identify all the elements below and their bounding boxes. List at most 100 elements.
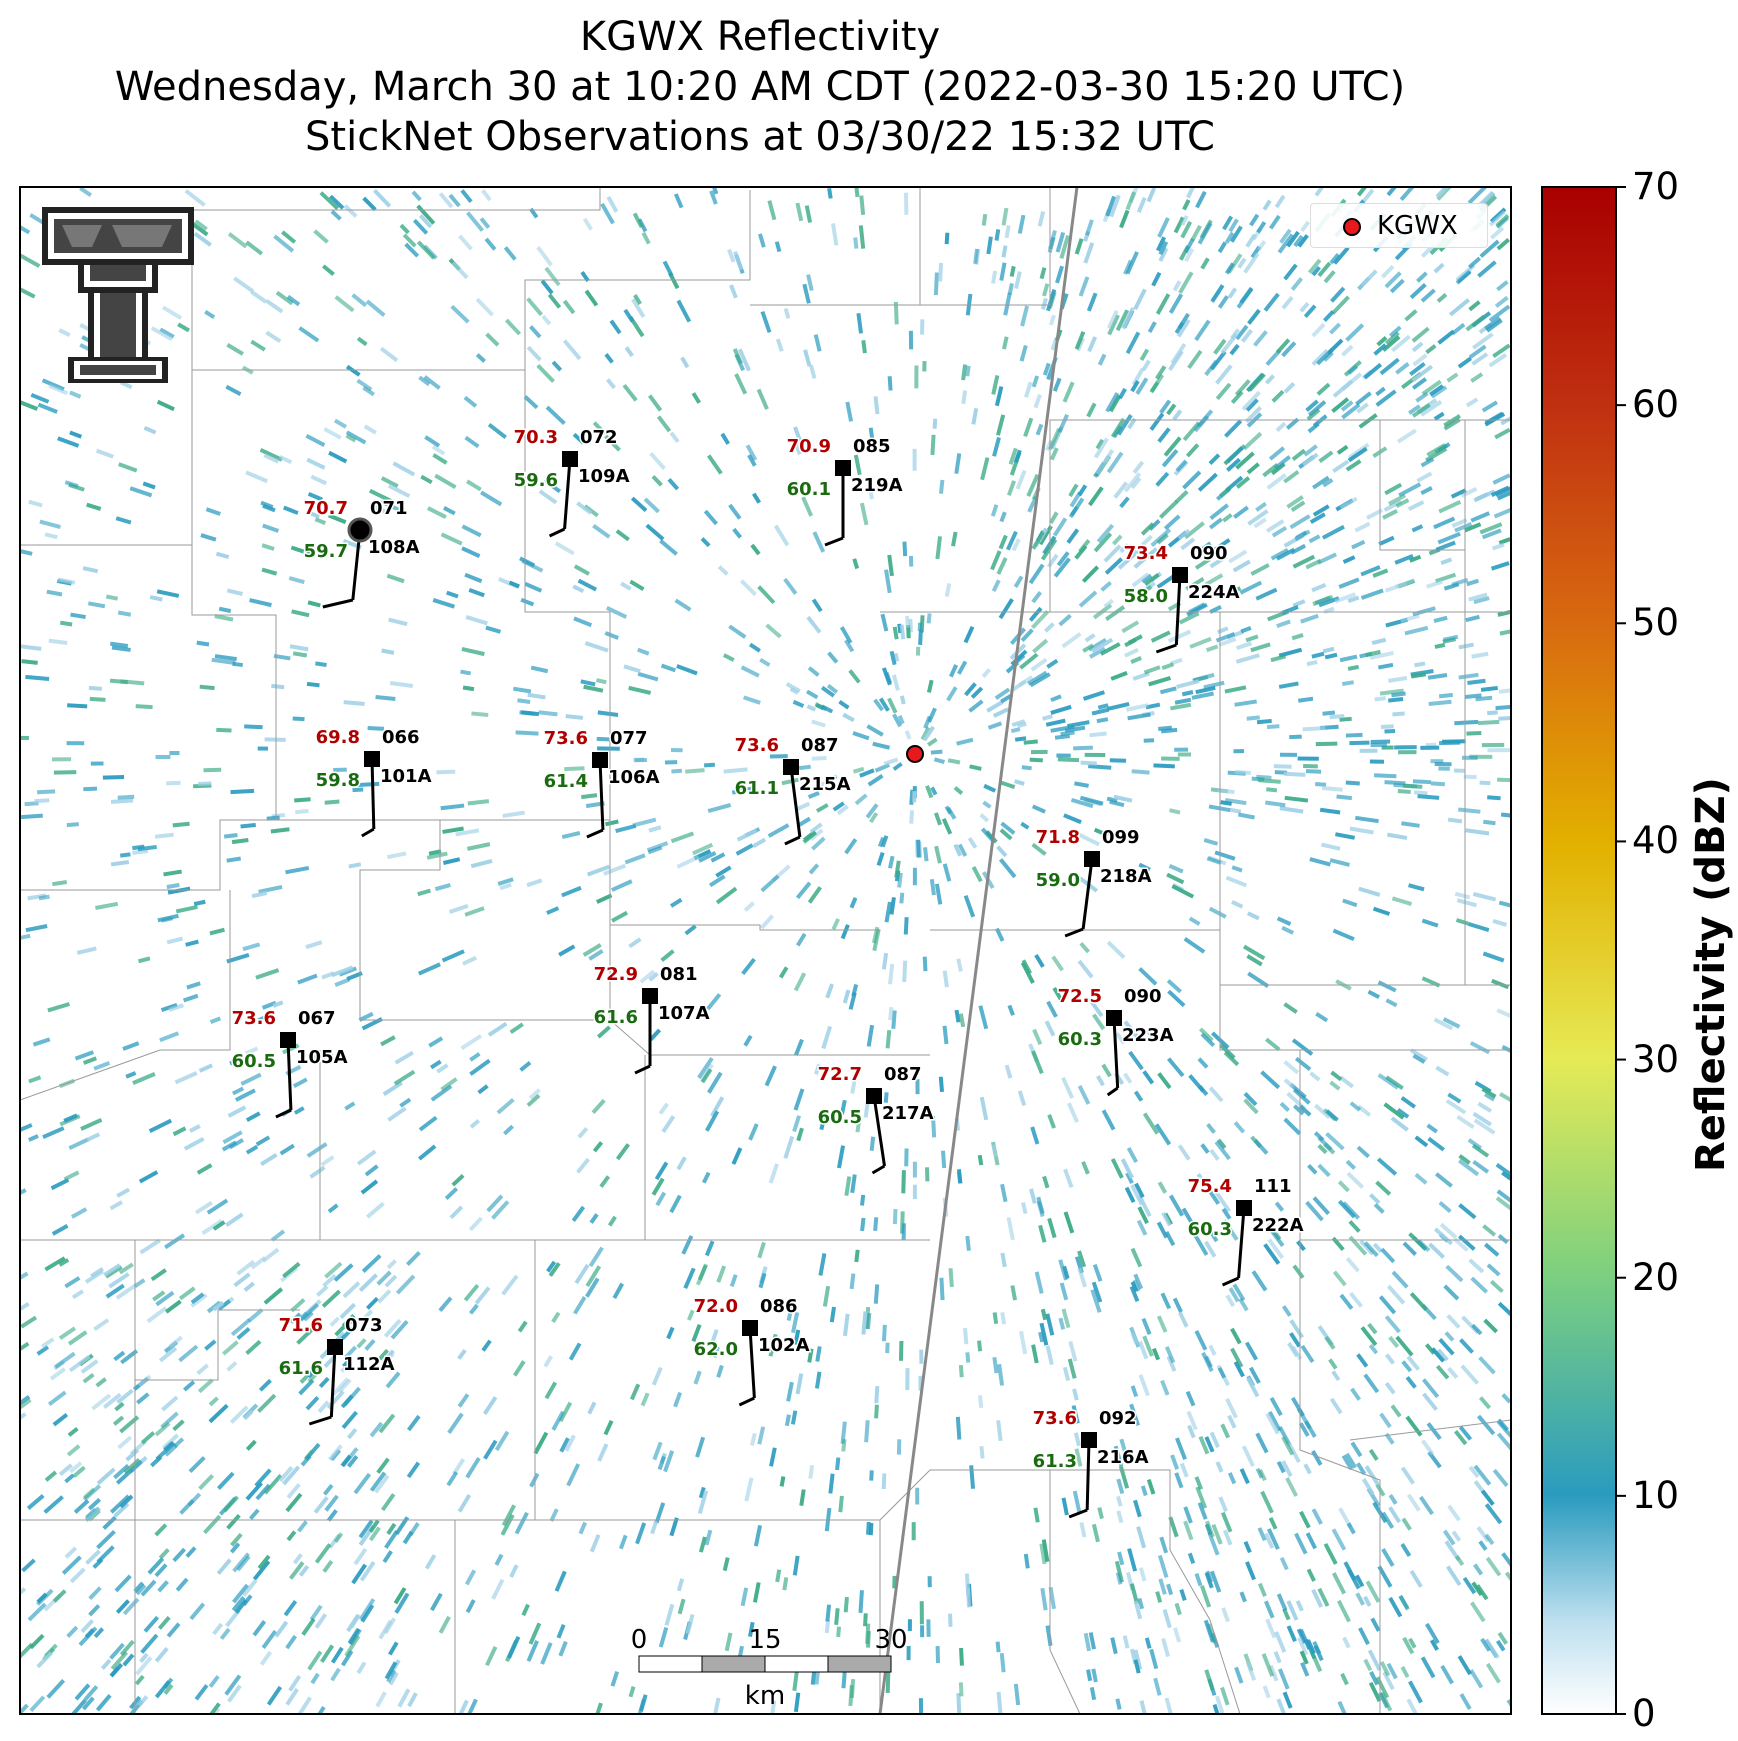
- station-222A[interactable]: 75.4 111 60.3 222A: [1186, 1175, 1305, 1287]
- station-102A[interactable]: 72.0 086 62.0 102A: [692, 1295, 811, 1407]
- station-marker: [327, 1339, 343, 1355]
- stations-layer: 70.7 071 59.7 108A 70.3 072 59.6 109A 70.9 085 60.…: [230, 426, 1305, 1519]
- wind-barb-flag: [548, 527, 566, 538]
- station-dewpoint: 60.3: [1058, 1029, 1102, 1050]
- station-218A[interactable]: 71.8 099 59.0 218A: [1034, 826, 1153, 938]
- station-marker: [1172, 567, 1188, 583]
- station-temperature: 71.6: [279, 1315, 323, 1336]
- legend-label: KGWX: [1377, 211, 1458, 241]
- wind-barb-flag: [1064, 927, 1084, 938]
- station-id: 218A: [1100, 866, 1152, 887]
- station-id: 101A: [380, 766, 432, 787]
- station-dewpoint: 60.5: [818, 1107, 862, 1128]
- station-marker: [835, 460, 851, 476]
- station-temperature: 73.6: [735, 735, 779, 756]
- station-pressure: 092: [1099, 1408, 1137, 1429]
- station-dewpoint: 61.6: [279, 1358, 323, 1379]
- station-id: 108A: [368, 537, 420, 558]
- wind-barb-staff: [1174, 574, 1182, 646]
- scale-label-30: 30: [874, 1625, 907, 1655]
- station-112A[interactable]: 71.6 073 61.6 112A: [277, 1314, 396, 1426]
- state-boundary: [878, 187, 1079, 1714]
- wind-barb-flag: [1068, 1508, 1088, 1519]
- station-temperature: 72.5: [1058, 986, 1102, 1007]
- station-216A[interactable]: 73.6 092 61.3 216A: [1031, 1407, 1150, 1519]
- station-id: 215A: [799, 774, 851, 795]
- station-215A[interactable]: 73.6 087 61.1 215A: [733, 734, 852, 846]
- station-101A[interactable]: 69.8 066 59.8 101A: [314, 726, 433, 838]
- title-line-1: KGWX Reflectivity: [579, 14, 941, 60]
- station-marker: [364, 751, 380, 767]
- station-pressure: 111: [1254, 1176, 1292, 1197]
- colorbar-tick-label: 20: [1632, 1255, 1680, 1299]
- map-area: [20, 187, 1511, 1714]
- station-id: 112A: [343, 1354, 395, 1375]
- station-pressure: 090: [1190, 543, 1228, 564]
- station-224A[interactable]: 73.4 090 58.0 224A: [1122, 542, 1241, 654]
- radar-site-kgwx[interactable]: [899, 738, 931, 770]
- colorbar-tick-label: 30: [1632, 1037, 1680, 1081]
- station-pressure: 087: [884, 1064, 922, 1085]
- station-temperature: 72.0: [694, 1296, 738, 1317]
- station-id: 224A: [1188, 582, 1240, 603]
- station-id: 105A: [296, 1047, 348, 1068]
- wind-barb-flag: [361, 827, 375, 838]
- station-id: 219A: [851, 475, 903, 496]
- wind-barb-staff: [563, 458, 572, 530]
- title-line-3: StickNet Observations at 03/30/22 15:32 …: [305, 114, 1215, 160]
- station-marker: [592, 752, 608, 768]
- station-temperature: 73.4: [1124, 543, 1168, 564]
- station-106A[interactable]: 73.6 077 61.4 106A: [542, 727, 661, 839]
- station-108A[interactable]: 70.7 071 59.7 108A: [302, 497, 421, 609]
- colorbar: [1541, 186, 1617, 1715]
- station-dewpoint: 61.3: [1033, 1451, 1077, 1472]
- station-217A[interactable]: 72.7 087 60.5 217A: [816, 1063, 935, 1175]
- station-107A[interactable]: 72.9 081 61.6 107A: [592, 963, 711, 1075]
- title-line-2: Wednesday, March 30 at 10:20 AM CDT (202…: [114, 64, 1406, 110]
- station-marker: [742, 1320, 758, 1336]
- station-temperature: 69.8: [316, 727, 360, 748]
- station-219A[interactable]: 70.9 085 60.1 219A: [785, 435, 904, 547]
- station-dewpoint: 60.5: [232, 1051, 276, 1072]
- wind-barb-staff: [370, 758, 376, 830]
- wind-barb-staff: [1112, 1017, 1120, 1089]
- wind-barb-flag: [824, 536, 844, 547]
- station-id: 109A: [578, 466, 630, 487]
- station-pressure: 081: [660, 964, 698, 985]
- texas-tech-logo: [42, 207, 194, 383]
- station-marker: [866, 1088, 882, 1104]
- station-223A[interactable]: 72.5 090 60.3 223A: [1056, 985, 1175, 1097]
- station-pressure: 067: [298, 1008, 336, 1029]
- wind-barb-staff: [872, 1095, 886, 1167]
- wind-barb-flag: [1106, 1086, 1119, 1097]
- scale-unit: km: [745, 1681, 785, 1711]
- wind-barb-flag: [784, 835, 801, 846]
- legend-marker-icon: [1343, 218, 1361, 236]
- station-temperature: 70.7: [304, 498, 348, 519]
- scale-label-15: 15: [748, 1625, 781, 1655]
- station-temperature: 70.3: [514, 427, 558, 448]
- station-105A[interactable]: 73.6 067 60.5 105A: [230, 1007, 349, 1119]
- colorbar-tick-label: 40: [1632, 819, 1680, 863]
- station-temperature: 73.6: [232, 1008, 276, 1029]
- wind-barb-staff: [1237, 1207, 1246, 1279]
- station-id: 217A: [882, 1103, 934, 1124]
- station-109A[interactable]: 70.3 072 59.6 109A: [512, 426, 631, 538]
- station-marker: [562, 451, 578, 467]
- station-id: 107A: [658, 1003, 710, 1024]
- legend: KGWX: [1310, 203, 1488, 248]
- station-marker: [1106, 1010, 1122, 1026]
- station-dewpoint: 62.0: [694, 1339, 738, 1360]
- station-marker: [1236, 1200, 1252, 1216]
- wind-barb-flag: [308, 1415, 332, 1426]
- station-marker: [347, 517, 373, 543]
- wind-barb-flag: [738, 1396, 756, 1407]
- station-dewpoint: 60.3: [1188, 1219, 1232, 1240]
- station-id: 106A: [608, 767, 660, 788]
- station-id: 102A: [758, 1335, 810, 1356]
- wind-barb-staff: [1085, 1439, 1091, 1511]
- station-pressure: 085: [853, 436, 891, 457]
- station-dewpoint: 61.1: [735, 778, 779, 799]
- wind-barb-staff: [598, 759, 605, 831]
